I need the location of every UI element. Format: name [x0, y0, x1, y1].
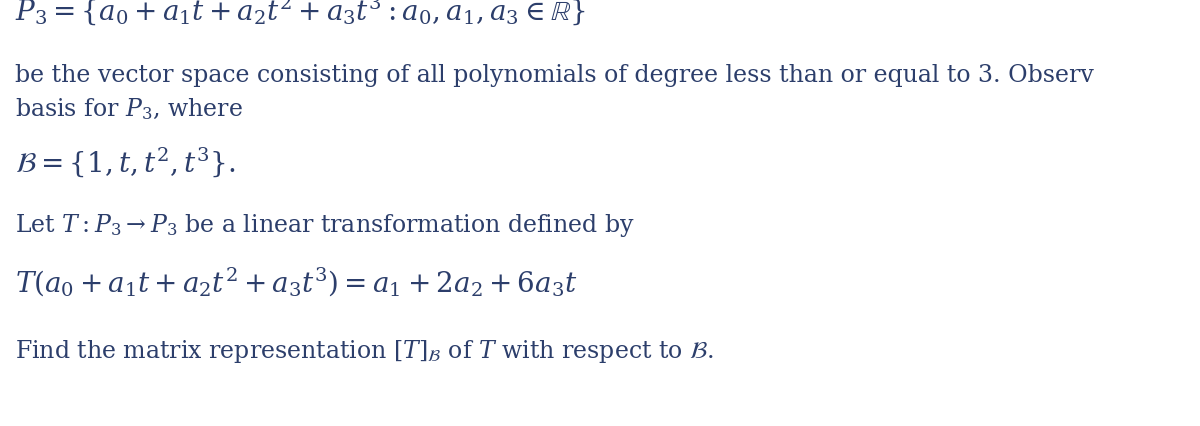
Text: $P_3 = \{a_0 + a_1t + a_2t^2 + a_3t^3 : a_0, a_1, a_3 \in \mathbb{R}\}$: $P_3 = \{a_0 + a_1t + a_2t^2 + a_3t^3 : …	[14, 0, 586, 27]
Text: basis for $P_3$, where: basis for $P_3$, where	[14, 96, 242, 122]
Text: Let $T : P_3 \rightarrow P_3$ be a linear transformation defined by: Let $T : P_3 \rightarrow P_3$ be a linea…	[14, 211, 635, 239]
Text: $T(a_0 + a_1t + a_2t^2 + a_3t^3) = a_1 + 2a_2 + 6a_3t$: $T(a_0 + a_1t + a_2t^2 + a_3t^3) = a_1 +…	[14, 265, 577, 298]
Text: be the vector space consisting of all polynomials of degree less than or equal t: be the vector space consisting of all po…	[14, 64, 1094, 87]
Text: Find the matrix representation $[T]_{\mathcal{B}}$ of $T$ with respect to $\math: Find the matrix representation $[T]_{\ma…	[14, 337, 714, 364]
Text: $\mathcal{B} = \{1, t, t^2, t^3\}.$: $\mathcal{B} = \{1, t, t^2, t^3\}.$	[14, 145, 236, 178]
